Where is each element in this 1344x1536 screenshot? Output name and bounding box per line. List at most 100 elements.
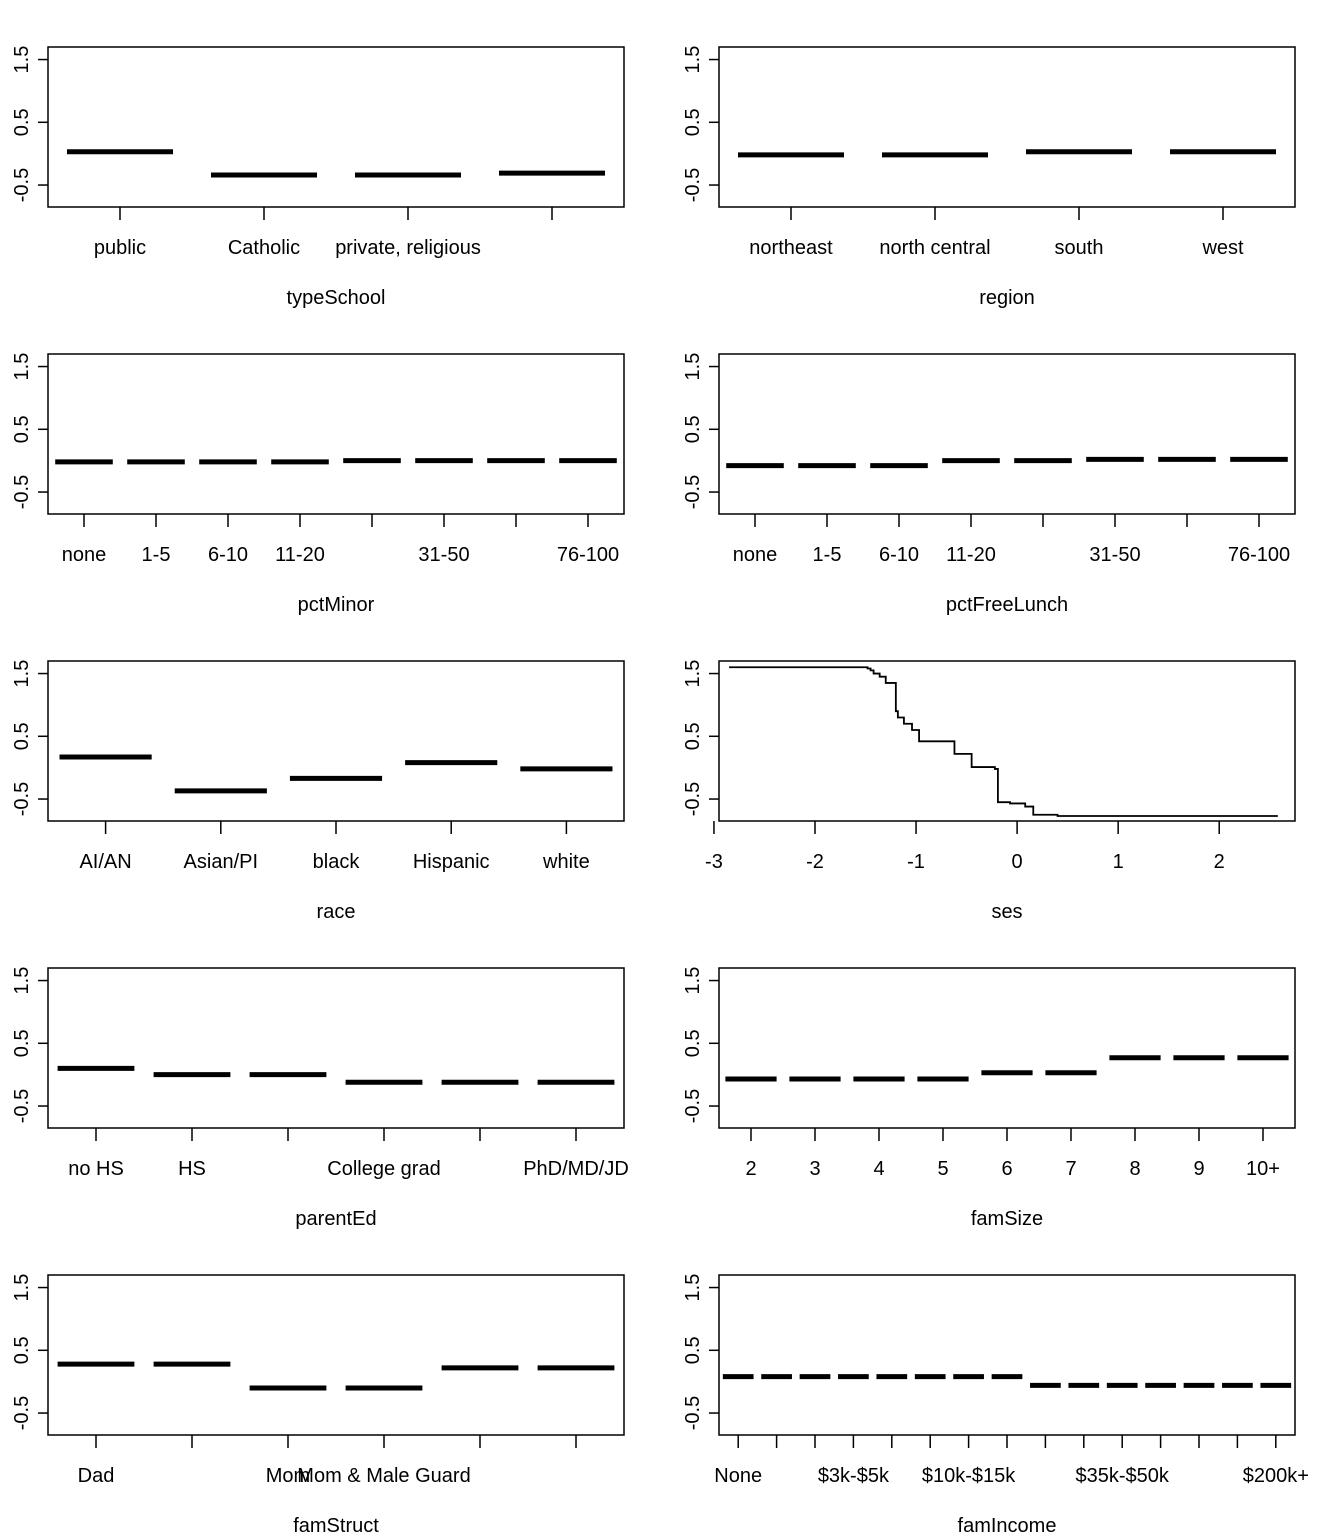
y-tick-label: -0.5 [682,1089,704,1123]
plot-frame [718,660,1296,822]
y-tick-label: 0.5 [11,108,33,136]
x-axis-label: famStruct [293,1515,379,1536]
y-tick-label: 1.5 [11,1274,33,1302]
x-tick-label: white [542,851,590,873]
x-axis-label: famSize [971,1208,1043,1230]
x-tick-label: 2 [745,1158,756,1180]
y-tick-label: -0.5 [11,168,33,202]
x-tick-label: none [62,544,107,566]
y-tick-label: -0.5 [682,168,704,202]
x-tick-label: 5 [937,1158,948,1180]
x-tick-label: north central [879,237,990,259]
plot-frame [718,46,1296,208]
x-axis-label: pctFreeLunch [946,594,1068,616]
panel-typeSchool: -0.5 0.5 1.5 typeSchool public Catholic privat… [11,46,625,309]
x-tick-label: 76-100 [557,544,619,566]
y-tick-label: 1.5 [682,660,704,688]
y-tick-label: -0.5 [11,1089,33,1123]
x-tick-label: 76-100 [1228,544,1290,566]
panel-race: -0.5 0.5 1.5 race AI/AN Asian/PI black Hispanic… [11,660,625,923]
y-tick-label: -0.5 [11,782,33,816]
x-tick-label: HS [178,1158,206,1180]
panel-region: -0.5 0.5 1.5 region northeast north central so… [682,46,1296,309]
y-tick-label: 0.5 [682,1029,704,1057]
step-line [729,666,1278,817]
x-tick-label: 1-5 [813,544,842,566]
plot-frame [718,967,1296,1129]
x-tick-label: Mom & Male Guard [297,1465,470,1487]
x-tick-label: -3 [705,851,723,873]
x-tick-label: 7 [1065,1158,1076,1180]
y-tick-label: 0.5 [682,415,704,443]
x-tick-label: 6-10 [879,544,919,566]
x-axis-label: pctMinor [298,594,375,616]
panel-famSize: -0.5 0.5 1.5 famSize 2 3 4 5 6 7 8 9 10+ [682,967,1296,1230]
panel-ses: -0.5 0.5 1.5 ses -3 -2 -1 0 1 2 [682,660,1296,923]
x-tick-label: black [313,851,361,873]
x-tick-label: $3k-$5k [818,1465,890,1487]
plot-frame [47,660,625,822]
y-tick-label: 1.5 [682,46,704,74]
plot-frame [47,967,625,1129]
x-tick-label: 2 [1214,851,1225,873]
x-tick-label: northeast [749,237,833,259]
y-tick-label: -0.5 [11,1396,33,1430]
x-tick-label: College grad [327,1158,440,1180]
y-tick-label: 1.5 [682,1274,704,1302]
x-tick-label: $200k+ [1243,1465,1309,1487]
plot-frame [47,1274,625,1436]
x-tick-label: 11-20 [275,544,325,566]
x-tick-label: PhD/MD/JD [523,1158,629,1180]
x-tick-label: 31-50 [1089,544,1140,566]
y-tick-label: 1.5 [11,967,33,995]
x-axis-label: famIncome [958,1515,1057,1536]
y-tick-label: 0.5 [11,1029,33,1057]
y-tick-label: 0.5 [682,722,704,750]
x-tick-label: private, religious [335,237,481,259]
plot-frame [718,353,1296,515]
x-tick-label: 10+ [1246,1158,1280,1180]
x-tick-label: none [733,544,778,566]
y-tick-label: 1.5 [11,46,33,74]
x-axis-label: parentEd [295,1208,376,1230]
x-tick-label: Mom [266,1465,310,1487]
y-tick-label: -0.5 [682,475,704,509]
plot-frame [47,353,625,515]
x-tick-label: no HS [68,1158,124,1180]
plot-frame [47,46,625,208]
x-axis-label: region [979,287,1035,309]
y-tick-label: -0.5 [11,475,33,509]
panel-famIncome: -0.5 0.5 1.5 famIncome None $3k-$5k $10k-$15k $… [682,1274,1309,1536]
x-tick-label: 6 [1001,1158,1012,1180]
y-tick-label: 1.5 [11,353,33,381]
x-tick-label: 4 [873,1158,884,1180]
x-tick-label: None [714,1465,762,1487]
x-tick-label: $10k-$15k [922,1465,1016,1487]
panel-parentEd: -0.5 0.5 1.5 parentEd no HS HS College grad PhD… [11,967,629,1230]
y-tick-label: -0.5 [682,782,704,816]
x-tick-label: Hispanic [413,851,490,873]
y-tick-label: -0.5 [682,1396,704,1430]
x-axis-label: typeSchool [287,287,386,309]
y-tick-label: 0.5 [11,415,33,443]
x-tick-label: public [94,237,146,259]
x-axis-label: ses [991,901,1022,923]
x-tick-label: AI/AN [79,851,131,873]
x-tick-label: Catholic [228,237,300,259]
y-tick-label: 1.5 [11,660,33,688]
x-tick-label: $35k-$50k [1075,1465,1169,1487]
plot-frame [718,1274,1296,1436]
x-tick-label: south [1055,237,1104,259]
y-tick-label: 0.5 [11,722,33,750]
x-tick-label: -2 [806,851,824,873]
x-tick-label: 1 [1113,851,1124,873]
y-tick-label: 0.5 [11,1336,33,1364]
x-tick-label: Dad [78,1465,115,1487]
x-tick-label: 6-10 [208,544,248,566]
x-tick-label: Asian/PI [184,851,258,873]
x-tick-label: 1-5 [142,544,171,566]
x-tick-label: 0 [1012,851,1023,873]
x-axis-label: race [317,901,356,923]
